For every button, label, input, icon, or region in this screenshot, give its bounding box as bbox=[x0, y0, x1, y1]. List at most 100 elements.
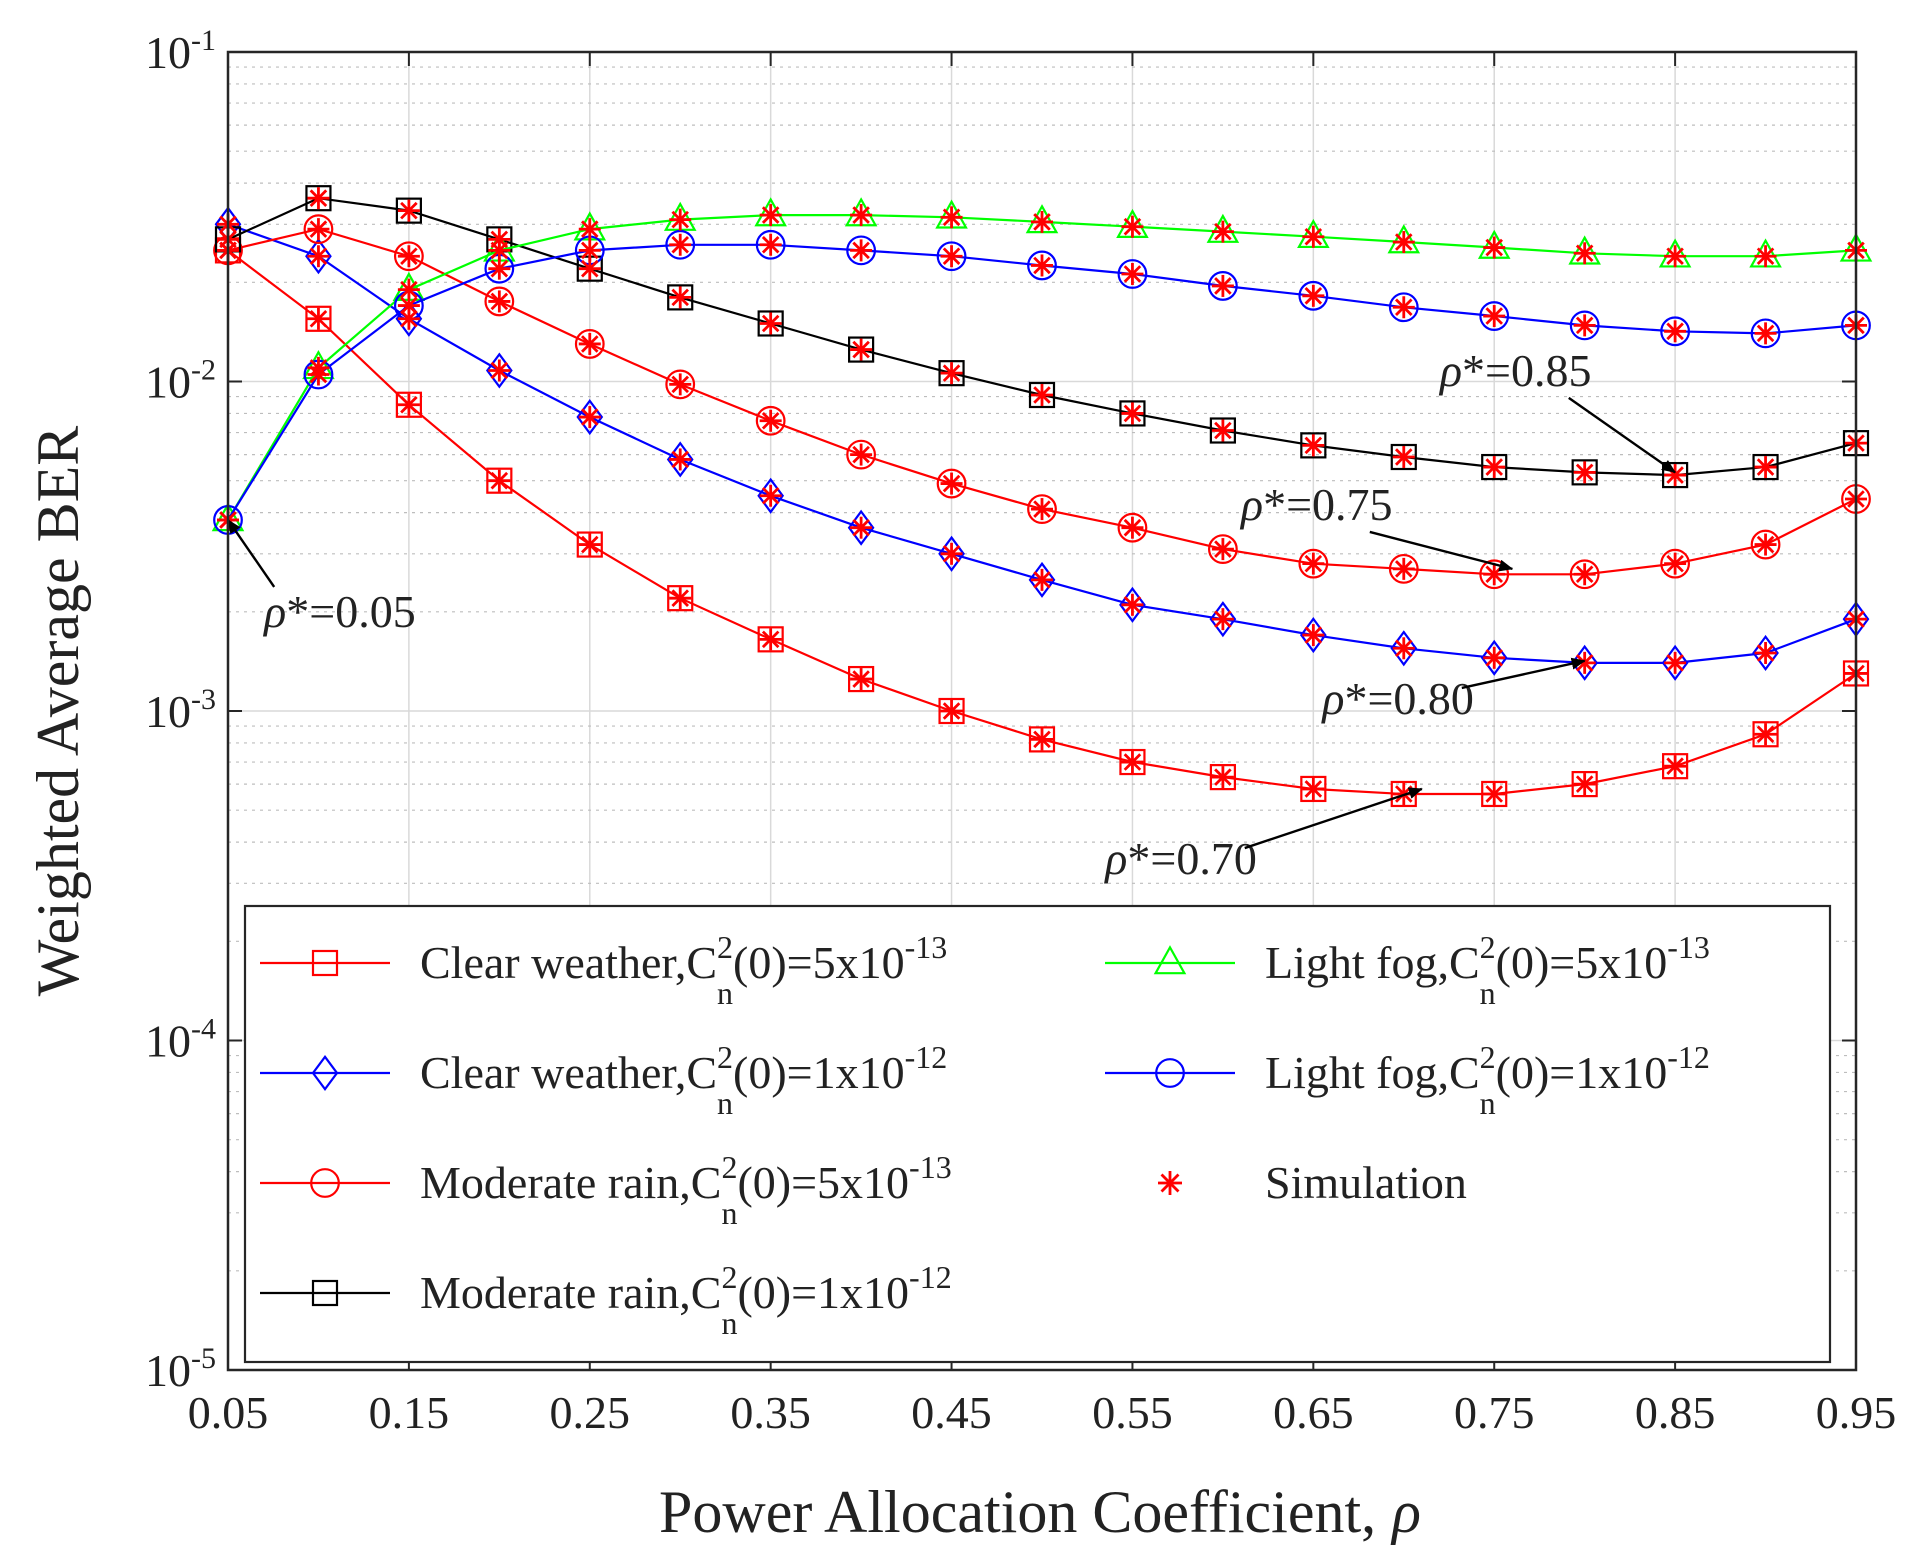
star-stroke bbox=[1033, 730, 1051, 749]
simulation-point-0-6 bbox=[759, 628, 782, 651]
series-3-point-12 bbox=[1300, 432, 1327, 459]
annotation-rho: ρ bbox=[1438, 345, 1462, 396]
star-stroke bbox=[1395, 233, 1413, 251]
star-stroke bbox=[671, 375, 689, 394]
legend-label-simulation: Simulation bbox=[1265, 1157, 1467, 1208]
series-2-point-5 bbox=[665, 369, 696, 400]
simulation-point-4-4 bbox=[578, 218, 601, 241]
star-stroke bbox=[1666, 654, 1684, 672]
annotation-3: ρ*=0.80 bbox=[1320, 657, 1586, 724]
series-2-point-1 bbox=[303, 214, 334, 245]
series-0-point-8 bbox=[938, 697, 965, 725]
simulation-point-4-14 bbox=[1483, 236, 1506, 259]
star-stroke bbox=[1214, 768, 1232, 786]
star-stroke bbox=[1304, 227, 1323, 246]
star-stroke bbox=[490, 361, 509, 380]
series-0-point-3 bbox=[486, 467, 513, 494]
simulation-series-3 bbox=[217, 187, 1867, 487]
simulation-point-1-14 bbox=[1483, 646, 1506, 669]
legend-label: Clear weather,C2 n(0)=5x10-13 bbox=[420, 929, 947, 1011]
simulation-point-5-2 bbox=[397, 294, 420, 317]
simulation-point-3-5 bbox=[669, 286, 692, 309]
annotation-value: *=0.70 bbox=[1127, 833, 1256, 884]
legend-text-mid: (0)=5x10 bbox=[737, 1157, 909, 1208]
star-stroke bbox=[1756, 247, 1775, 265]
annotation-arrow-4 bbox=[1244, 787, 1423, 850]
x-axis-label-symbol: ρ bbox=[1390, 1479, 1421, 1545]
simulation-point-0-1 bbox=[307, 307, 330, 330]
star-stroke bbox=[761, 206, 780, 224]
legend-text-sub: n bbox=[721, 1195, 737, 1231]
y-tick-base: 10 bbox=[145, 1345, 191, 1396]
star-stroke bbox=[1756, 535, 1775, 554]
annotation-rho: ρ bbox=[262, 586, 286, 637]
legend-item-3: Moderate rain,C2 n(0)=1x10-12 bbox=[260, 1259, 952, 1341]
simulation-point-5-5 bbox=[669, 233, 692, 256]
annotation-label-4: ρ*=0.70 bbox=[1103, 833, 1257, 884]
simulation-point-1-17 bbox=[1754, 641, 1777, 664]
simulation-point-3-12 bbox=[1302, 434, 1325, 457]
star-stroke bbox=[581, 220, 599, 238]
annotation-layer: ρ*=0.05ρ*=0.85ρ*=0.75ρ*=0.80ρ*=0.70 bbox=[227, 345, 1676, 884]
star-stroke bbox=[309, 220, 328, 238]
series-0-point-7 bbox=[848, 665, 875, 693]
simulation-point-4-3 bbox=[488, 239, 511, 262]
series-5-point-12 bbox=[1298, 280, 1329, 311]
legend-text-main: Moderate rain,C bbox=[420, 1267, 721, 1318]
series-0-point-12 bbox=[1300, 775, 1327, 803]
star-stroke bbox=[942, 545, 961, 563]
star-stroke bbox=[400, 280, 418, 299]
simulation-point-4-9 bbox=[1031, 210, 1053, 233]
series-3-point-7 bbox=[848, 336, 875, 363]
y-tick-exponent: -1 bbox=[191, 24, 216, 57]
series-0-point-5 bbox=[667, 585, 694, 612]
simulation-point-4-10 bbox=[1121, 215, 1144, 238]
star-stroke bbox=[581, 259, 599, 278]
simulation-point-2-1 bbox=[307, 218, 330, 241]
simulation-point-2-3 bbox=[488, 290, 511, 313]
legend-text-exp: -13 bbox=[1667, 929, 1710, 965]
star-stroke bbox=[1485, 307, 1503, 325]
star-stroke bbox=[1666, 466, 1684, 484]
simulation-point-0-7 bbox=[850, 668, 873, 691]
series-2-point-17 bbox=[1750, 529, 1781, 560]
annotation-label-2: ρ*=0.75 bbox=[1239, 479, 1393, 530]
legend-marker bbox=[310, 1168, 340, 1198]
star-stroke bbox=[1666, 757, 1684, 775]
series-3-point-14 bbox=[1481, 453, 1508, 481]
y-tick-base: 10 bbox=[145, 1016, 191, 1067]
legend-label: Light fog,C2 n(0)=1x10-12 bbox=[1265, 1039, 1710, 1121]
legend-text-sub: n bbox=[721, 1305, 737, 1341]
annotation-label-0: ρ*=0.05 bbox=[262, 586, 416, 637]
x-tick-label: 0.75 bbox=[1454, 1387, 1535, 1438]
y-tick-base: 10 bbox=[145, 686, 191, 737]
simulation-point-5-6 bbox=[759, 233, 782, 256]
star-stroke bbox=[671, 589, 689, 607]
series-5-point-16 bbox=[1660, 316, 1691, 347]
star-stroke bbox=[1395, 639, 1413, 658]
y-tick-label: 10-5 bbox=[145, 1342, 216, 1396]
star-stroke bbox=[942, 247, 961, 265]
star-stroke bbox=[942, 702, 961, 720]
series-1-point-5 bbox=[666, 441, 694, 478]
legend-star bbox=[1158, 1171, 1182, 1195]
annotation-value: *=0.05 bbox=[286, 586, 415, 637]
legend-text-mid: (0)=5x10 bbox=[733, 937, 905, 988]
legend-label: Clear weather,C2 n(0)=1x10-12 bbox=[420, 1039, 947, 1121]
star-stroke bbox=[852, 206, 870, 224]
annotation-arrow-3 bbox=[1461, 657, 1586, 690]
star-stroke bbox=[1033, 571, 1051, 589]
simulation-point-0-14 bbox=[1483, 782, 1506, 805]
star-stroke bbox=[1575, 244, 1594, 263]
simulation-point-4-13 bbox=[1392, 231, 1415, 254]
legend-marker bbox=[311, 949, 339, 977]
star-stroke bbox=[581, 535, 599, 554]
series-3-point-2 bbox=[395, 197, 422, 224]
simulation-point-1-9 bbox=[1031, 568, 1053, 591]
legend-text-sub: n bbox=[1480, 975, 1496, 1011]
star-stroke bbox=[1214, 421, 1232, 440]
star-stroke bbox=[400, 395, 418, 414]
star-stroke bbox=[400, 296, 418, 315]
simulation-point-2-11 bbox=[1211, 538, 1234, 561]
legend-text-sup: 2 bbox=[721, 1259, 737, 1295]
